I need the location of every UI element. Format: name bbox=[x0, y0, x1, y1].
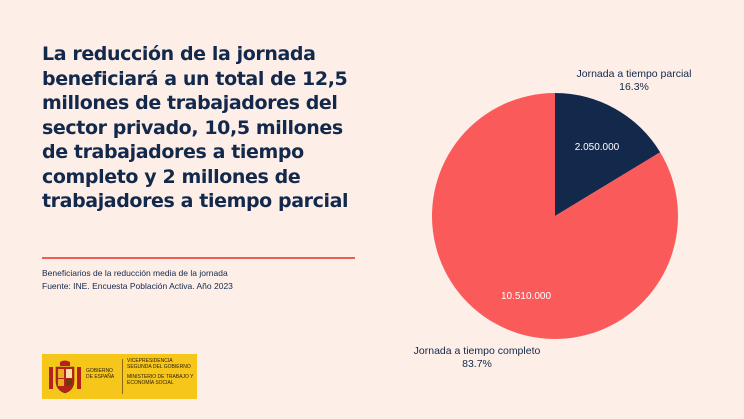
logo-divider bbox=[122, 359, 123, 394]
ministry-line-1: VICEPRESIDENCIA SEGUNDA DEL GOBIERNO bbox=[127, 358, 191, 370]
divider-rule bbox=[42, 257, 355, 259]
chart-description: Beneficiarios de la reducción media de l… bbox=[42, 268, 228, 278]
government-logo: GOBIERNO DE ESPAÑA VICEPRESIDENCIA SEGUN… bbox=[42, 354, 197, 399]
pie-slice-parcial bbox=[555, 93, 661, 216]
pie-slice-completo bbox=[431, 93, 678, 339]
pie-slices bbox=[431, 93, 678, 339]
headline: La reducción de la jornada beneficiará a… bbox=[42, 43, 349, 212]
slice-label-parcial: Jornada a tiempo parcial bbox=[577, 68, 692, 80]
data-source: Fuente: INE. Encuesta Población Activa. … bbox=[42, 281, 233, 291]
slice-value-parcial: 2.050.000 bbox=[575, 142, 620, 153]
ministry-line-2: MINISTERIO DE TRABAJO Y ECONOMÍA SOCIAL bbox=[127, 374, 194, 386]
slice-percent-parcial: 16.3% bbox=[619, 81, 649, 93]
government-name: GOBIERNO DE ESPAÑA bbox=[86, 368, 115, 380]
coat-of-arms-icon bbox=[49, 360, 81, 394]
slice-percent-completo: 83.7% bbox=[462, 358, 492, 370]
slice-label-completo: Jornada a tiempo completo bbox=[414, 345, 541, 357]
slice-value-completo: 10.510.000 bbox=[501, 291, 551, 302]
